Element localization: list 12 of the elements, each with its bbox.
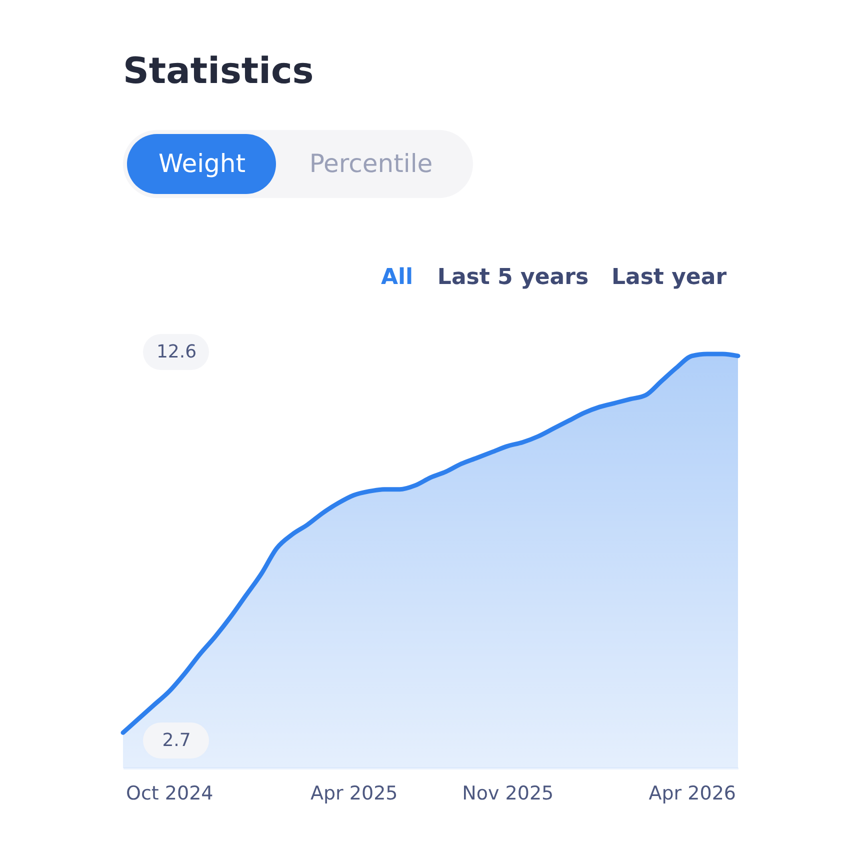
text: Weight (158, 149, 246, 178)
text: All (380, 265, 414, 290)
chart-title: Statistics (123, 51, 314, 92)
x-tick-label: Nov 2025 (462, 782, 554, 804)
x-tick-label: Apr 2025 (310, 782, 398, 804)
y-tick-label: 12.6 (156, 342, 197, 362)
text: Percentile (309, 149, 433, 178)
y-tick-label: 2.7 (162, 730, 191, 752)
text: Last year (611, 265, 727, 290)
x-tick-label: Oct 2024 (126, 782, 214, 804)
text: Last 5 years (437, 265, 589, 290)
x-tick-label: Apr 2026 (648, 782, 736, 804)
